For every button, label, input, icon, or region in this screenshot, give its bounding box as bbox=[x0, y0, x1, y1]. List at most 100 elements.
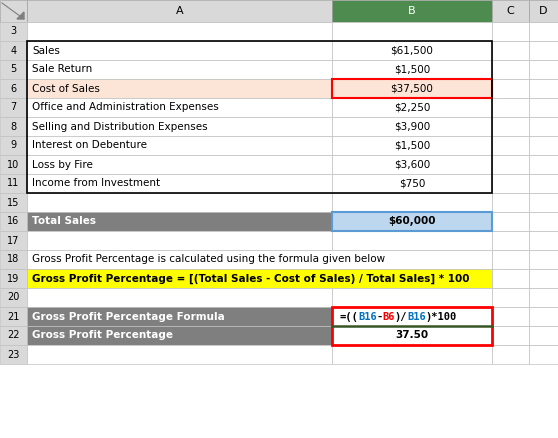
Polygon shape bbox=[17, 12, 24, 19]
Bar bbox=[0, 98, 27, 117]
Text: 4: 4 bbox=[11, 46, 17, 56]
Bar bbox=[27, 22, 332, 41]
Bar bbox=[0, 41, 27, 60]
Bar bbox=[0, 155, 27, 174]
Bar bbox=[0, 60, 27, 79]
Text: 18: 18 bbox=[7, 254, 20, 265]
Bar bbox=[492, 136, 529, 155]
Bar bbox=[529, 155, 558, 174]
Bar bbox=[27, 174, 332, 193]
Bar bbox=[529, 231, 558, 250]
Text: Selling and Distribution Expenses: Selling and Distribution Expenses bbox=[32, 121, 208, 131]
Bar bbox=[27, 345, 332, 364]
Text: Sale Return: Sale Return bbox=[32, 64, 92, 74]
Text: $1,500: $1,500 bbox=[394, 64, 430, 74]
Bar bbox=[0, 79, 27, 98]
Bar bbox=[27, 60, 332, 79]
Bar bbox=[27, 326, 332, 345]
Bar bbox=[332, 212, 492, 231]
Bar bbox=[529, 117, 558, 136]
Bar bbox=[0, 117, 27, 136]
Text: Interest on Debenture: Interest on Debenture bbox=[32, 141, 147, 151]
Bar bbox=[27, 288, 332, 307]
Bar bbox=[529, 0, 558, 22]
Bar bbox=[529, 345, 558, 364]
Text: 17: 17 bbox=[7, 236, 20, 246]
Text: Income from Investment: Income from Investment bbox=[32, 179, 160, 188]
Bar bbox=[332, 193, 492, 212]
Bar bbox=[0, 269, 27, 288]
Text: 8: 8 bbox=[11, 121, 17, 131]
Text: 19: 19 bbox=[7, 273, 20, 283]
Bar bbox=[0, 231, 27, 250]
Text: 9: 9 bbox=[11, 141, 17, 151]
Bar bbox=[332, 41, 492, 60]
Text: Gross Profit Percentage: Gross Profit Percentage bbox=[32, 331, 173, 340]
Bar bbox=[332, 98, 492, 117]
Bar bbox=[332, 0, 492, 22]
Bar bbox=[0, 250, 27, 269]
Bar bbox=[529, 193, 558, 212]
Bar bbox=[0, 0, 27, 22]
Text: Cost of Sales: Cost of Sales bbox=[32, 84, 100, 93]
Bar bbox=[529, 269, 558, 288]
Bar bbox=[332, 307, 492, 345]
Bar bbox=[27, 0, 332, 22]
Text: Total Sales: Total Sales bbox=[32, 216, 96, 226]
Bar bbox=[27, 117, 332, 136]
Bar bbox=[492, 345, 529, 364]
Text: $750: $750 bbox=[399, 179, 425, 188]
Bar bbox=[27, 98, 332, 117]
Bar bbox=[0, 345, 27, 364]
Bar bbox=[27, 250, 492, 269]
Bar bbox=[27, 193, 332, 212]
Bar bbox=[332, 174, 492, 193]
Bar bbox=[492, 117, 529, 136]
Bar bbox=[529, 98, 558, 117]
Bar bbox=[332, 136, 492, 155]
Text: )/: )/ bbox=[395, 311, 407, 321]
Bar bbox=[492, 22, 529, 41]
Text: 7: 7 bbox=[11, 102, 17, 113]
Bar bbox=[492, 250, 529, 269]
Bar bbox=[332, 307, 492, 326]
Text: 22: 22 bbox=[7, 331, 20, 340]
Bar bbox=[27, 269, 492, 288]
Text: $60,000: $60,000 bbox=[388, 216, 436, 226]
Bar bbox=[529, 307, 558, 326]
Text: D: D bbox=[539, 6, 548, 16]
Text: 37.50: 37.50 bbox=[396, 331, 429, 340]
Text: A: A bbox=[176, 6, 184, 16]
Bar bbox=[27, 155, 332, 174]
Bar bbox=[332, 155, 492, 174]
Text: -: - bbox=[377, 311, 383, 321]
Text: =((: =(( bbox=[340, 311, 359, 321]
Text: 6: 6 bbox=[11, 84, 17, 93]
Bar bbox=[492, 231, 529, 250]
Bar bbox=[27, 41, 492, 193]
Bar bbox=[27, 136, 332, 155]
Bar bbox=[492, 0, 529, 22]
Text: $61,500: $61,500 bbox=[391, 46, 434, 56]
Bar bbox=[492, 193, 529, 212]
Bar bbox=[492, 60, 529, 79]
Bar bbox=[529, 250, 558, 269]
Bar bbox=[27, 307, 332, 326]
Bar bbox=[492, 307, 529, 326]
Text: 20: 20 bbox=[7, 293, 20, 303]
Bar bbox=[529, 22, 558, 41]
Text: 5: 5 bbox=[11, 64, 17, 74]
Bar bbox=[492, 79, 529, 98]
Text: B6: B6 bbox=[383, 311, 395, 321]
Bar bbox=[492, 288, 529, 307]
Text: $3,900: $3,900 bbox=[394, 121, 430, 131]
Text: 3: 3 bbox=[11, 27, 17, 36]
Text: Office and Administration Expenses: Office and Administration Expenses bbox=[32, 102, 219, 113]
Bar bbox=[529, 212, 558, 231]
Bar bbox=[529, 41, 558, 60]
Bar bbox=[332, 22, 492, 41]
Text: $3,600: $3,600 bbox=[394, 159, 430, 170]
Bar bbox=[492, 269, 529, 288]
Bar bbox=[0, 288, 27, 307]
Text: $2,250: $2,250 bbox=[394, 102, 430, 113]
